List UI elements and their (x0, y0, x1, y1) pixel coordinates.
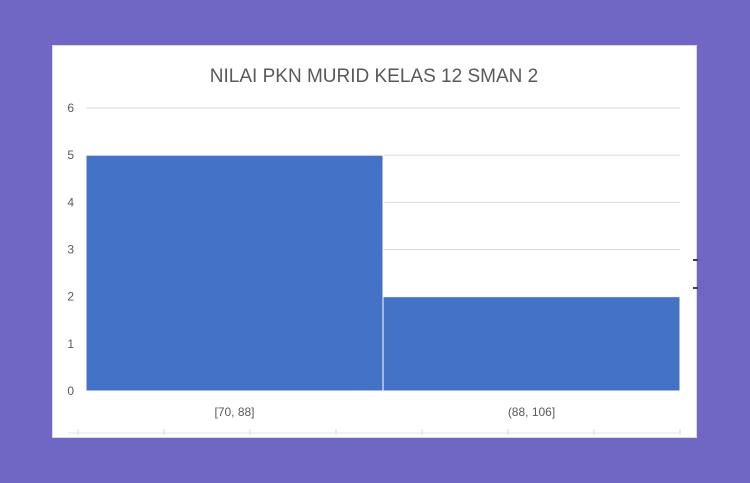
y-tick-label: 5 (67, 148, 74, 162)
bar (382, 296, 681, 392)
y-tick-label: 1 (67, 337, 74, 351)
x-axis-ticks: [70, 88] (88, 106] (214, 405, 555, 419)
y-tick-label: 6 (67, 101, 74, 115)
bar (85, 154, 384, 392)
histogram-chart: NILAI PKN MURID KELAS 12 SMAN 2 0123456 … (67, 66, 681, 435)
bottom-tick-marks (68, 429, 681, 435)
x-tick-label: [70, 88] (214, 405, 254, 419)
y-tick-label: 4 (67, 195, 74, 209)
x-tick-label: (88, 106] (508, 405, 555, 419)
y-tick-label: 3 (67, 243, 74, 257)
edge-mark (693, 259, 698, 261)
edge-mark (693, 287, 698, 289)
y-tick-label: 2 (67, 290, 74, 304)
bars (85, 154, 681, 392)
y-tick-label: 0 (67, 384, 74, 398)
y-axis-ticks: 0 1 2 3 4 5 6 (67, 101, 74, 398)
chart-title: NILAI PKN MURID KELAS 12 SMAN 2 (210, 66, 538, 87)
